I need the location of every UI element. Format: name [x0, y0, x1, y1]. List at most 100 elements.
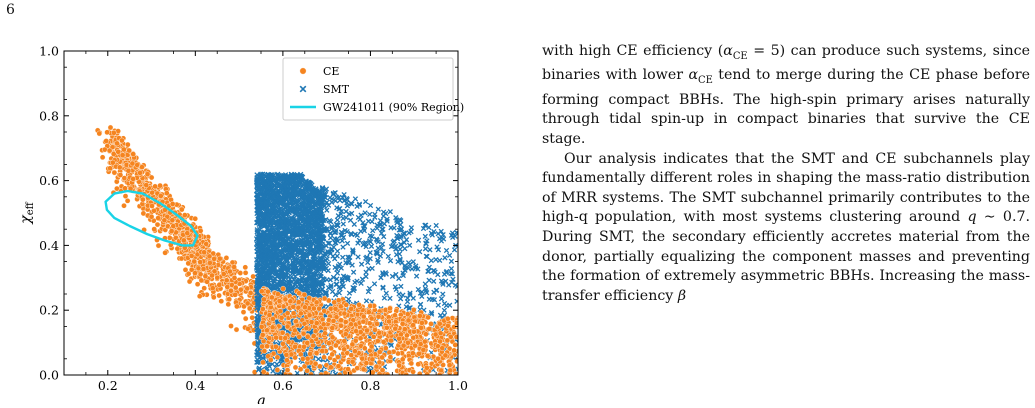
ce-point — [122, 193, 129, 199]
smt-point — [330, 253, 336, 259]
smt-point — [273, 210, 279, 216]
smt-point — [404, 298, 411, 305]
smt-point — [300, 199, 306, 205]
smt-point — [312, 187, 318, 193]
ce-point — [155, 242, 162, 249]
smt-point — [394, 232, 400, 239]
smt-point — [306, 182, 313, 189]
smt-point — [347, 217, 354, 223]
ce-point — [178, 255, 185, 262]
smt-point — [448, 258, 455, 264]
smt-point — [427, 247, 433, 253]
ce-point — [224, 284, 231, 290]
smt-point — [278, 254, 285, 260]
smt-point — [278, 183, 284, 189]
smt-point — [256, 244, 263, 250]
ce-point — [170, 223, 177, 229]
ce-point — [227, 268, 233, 275]
ce-point — [152, 183, 158, 190]
ce-point — [210, 294, 217, 301]
smt-point — [300, 237, 306, 244]
ce-point — [149, 189, 155, 196]
smt-point — [280, 276, 287, 282]
smt-point — [284, 269, 291, 276]
smt-point — [276, 257, 283, 263]
smt-point — [282, 191, 288, 197]
smt-point — [254, 200, 260, 206]
smt-point — [402, 245, 408, 252]
smt-point — [297, 262, 303, 268]
smt-point — [454, 298, 458, 304]
smt-point — [321, 276, 327, 282]
smt-point — [424, 253, 430, 260]
ce-point — [114, 185, 120, 192]
smt-point — [431, 297, 438, 303]
smt-point — [415, 286, 421, 293]
smt-point — [383, 290, 389, 296]
smt-point — [340, 221, 346, 227]
smt-point — [255, 192, 261, 198]
smt-point — [265, 189, 271, 195]
smt-point — [286, 263, 292, 269]
smt-point — [264, 220, 271, 227]
smt-point — [345, 296, 352, 302]
smt-point — [315, 223, 321, 229]
smt-point — [417, 249, 423, 255]
ce-point — [157, 182, 163, 189]
ce-point — [246, 305, 253, 312]
smt-point — [278, 217, 285, 224]
smt-point — [333, 194, 340, 200]
ce-point — [288, 351, 295, 358]
smt-point — [378, 275, 384, 281]
smt-point — [432, 269, 438, 275]
smt-point — [254, 248, 260, 254]
smt-point — [446, 252, 453, 259]
smt-point — [340, 254, 346, 261]
ce-point — [216, 255, 223, 262]
ce-point — [216, 282, 223, 288]
smt-point — [269, 203, 276, 210]
smt-point — [377, 217, 384, 224]
smt-point — [254, 305, 260, 312]
smt-point — [271, 246, 277, 252]
smt-point — [442, 255, 448, 261]
smt-point — [409, 266, 415, 272]
ce-point — [139, 164, 145, 170]
smt-point — [268, 256, 274, 262]
smt-point — [302, 210, 308, 216]
smt-point — [274, 241, 281, 247]
smt-point — [428, 309, 435, 316]
ce-point — [295, 299, 302, 305]
smt-point — [322, 187, 328, 193]
ce-point — [194, 281, 201, 288]
smt-point — [441, 300, 448, 307]
smt-point — [326, 218, 333, 224]
smt-point — [367, 202, 374, 209]
ce-point — [372, 327, 378, 333]
smt-point — [254, 285, 260, 291]
smt-point — [284, 187, 290, 194]
smt-point — [254, 352, 260, 358]
smt-point — [292, 187, 298, 193]
smt-point — [310, 194, 316, 201]
smt-point — [397, 296, 404, 302]
ce-point — [137, 169, 143, 176]
smt-point — [367, 256, 373, 262]
smt-point — [339, 238, 345, 244]
smt-point — [257, 218, 263, 224]
smt-point — [441, 307, 448, 314]
smt-point — [438, 238, 445, 244]
ce-point — [211, 268, 218, 275]
smt-point — [295, 204, 301, 210]
smt-point — [389, 273, 396, 280]
smt-point — [397, 222, 404, 228]
ce-point — [191, 258, 198, 265]
smt-point — [299, 275, 306, 281]
smt-point — [375, 245, 381, 251]
smt-point — [254, 264, 260, 270]
smt-point — [358, 261, 365, 267]
smt-point — [337, 261, 343, 267]
smt-point — [437, 257, 443, 264]
ce-point — [115, 148, 121, 155]
smt-point — [438, 278, 445, 284]
